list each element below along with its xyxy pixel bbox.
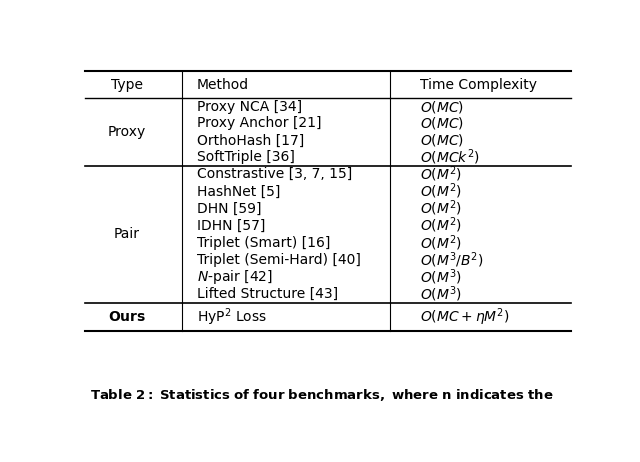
Text: $\mathit{O}(\mathit{MC})$: $\mathit{O}(\mathit{MC})$ bbox=[420, 98, 464, 115]
Text: Time Complexity: Time Complexity bbox=[420, 78, 537, 92]
Text: $\mathit{N}$-pair [42]: $\mathit{N}$-pair [42] bbox=[196, 268, 273, 286]
Text: $\mathit{O}(\mathit{MC})$: $\mathit{O}(\mathit{MC})$ bbox=[420, 133, 464, 148]
Text: Proxy Anchor [21]: Proxy Anchor [21] bbox=[196, 116, 321, 130]
Text: $\mathbf{Table\ 2:}$ $\mathbf{Statistics\ of\ four\ benchmarks,\ where}$ $\mathb: $\mathbf{Table\ 2:}$ $\mathbf{Statistics… bbox=[90, 387, 554, 403]
Text: $\mathit{O}(\mathit{MC} + \eta\mathit{M}^{2})$: $\mathit{O}(\mathit{MC} + \eta\mathit{M}… bbox=[420, 306, 509, 328]
Text: $\mathit{O}(\mathit{M}^{2})$: $\mathit{O}(\mathit{M}^{2})$ bbox=[420, 233, 462, 253]
Text: Triplet (Semi-Hard) [40]: Triplet (Semi-Hard) [40] bbox=[196, 253, 360, 267]
Text: Method: Method bbox=[196, 78, 249, 92]
Text: OrthoHash [17]: OrthoHash [17] bbox=[196, 134, 304, 147]
Text: $\mathit{O}(\mathit{M}^{3})$: $\mathit{O}(\mathit{M}^{3})$ bbox=[420, 267, 462, 287]
Text: $\mathbf{Ours}$: $\mathbf{Ours}$ bbox=[108, 310, 146, 324]
Text: HashNet [5]: HashNet [5] bbox=[196, 184, 280, 198]
Text: SoftTriple [36]: SoftTriple [36] bbox=[196, 150, 294, 164]
Text: Type: Type bbox=[111, 78, 143, 92]
Text: $\mathit{O}(\mathit{MC})$: $\mathit{O}(\mathit{MC})$ bbox=[420, 116, 464, 132]
Text: HyP$^{2}$ Loss: HyP$^{2}$ Loss bbox=[196, 306, 267, 328]
Text: Lifted Structure [43]: Lifted Structure [43] bbox=[196, 287, 338, 301]
Text: Constrastive [3, 7, 15]: Constrastive [3, 7, 15] bbox=[196, 167, 352, 181]
Text: Proxy NCA [34]: Proxy NCA [34] bbox=[196, 100, 301, 114]
Text: $\mathit{O}(\mathit{M}^{2})$: $\mathit{O}(\mathit{M}^{2})$ bbox=[420, 164, 462, 184]
Text: $\mathit{O}(\mathit{M}^{3}/\mathit{B}^{2})$: $\mathit{O}(\mathit{M}^{3}/\mathit{B}^{2… bbox=[420, 250, 483, 270]
Text: $\mathit{O}(\mathit{M}^{3})$: $\mathit{O}(\mathit{M}^{3})$ bbox=[420, 284, 462, 304]
Text: Triplet (Smart) [16]: Triplet (Smart) [16] bbox=[196, 236, 330, 250]
Text: IDHN [57]: IDHN [57] bbox=[196, 219, 265, 233]
Text: Proxy: Proxy bbox=[108, 125, 147, 139]
Text: $\mathit{O}(\mathit{M}^{2})$: $\mathit{O}(\mathit{M}^{2})$ bbox=[420, 199, 462, 219]
Text: Pair: Pair bbox=[114, 227, 140, 241]
Text: $\mathit{O}(\mathit{M}^{2})$: $\mathit{O}(\mathit{M}^{2})$ bbox=[420, 216, 462, 236]
Text: $\mathit{O}(\mathit{MCk}^{2})$: $\mathit{O}(\mathit{MCk}^{2})$ bbox=[420, 147, 479, 167]
Text: $\mathit{O}(\mathit{M}^{2})$: $\mathit{O}(\mathit{M}^{2})$ bbox=[420, 182, 462, 201]
Text: DHN [59]: DHN [59] bbox=[196, 201, 261, 215]
